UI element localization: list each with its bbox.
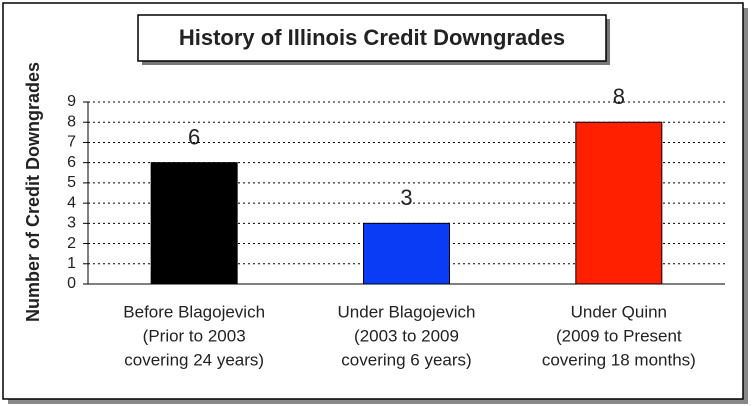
chart-title: History of Illinois Credit Downgrades [179,25,565,50]
y-tick-label: 0 [67,275,76,292]
data-label: 3 [400,185,412,210]
y-tick-label: 4 [67,194,76,211]
x-tick-label: Before Blagojevich [123,302,265,321]
y-tick-label: 6 [67,154,76,171]
y-tick-label: 9 [67,93,76,110]
y-tick-label: 1 [67,255,76,272]
y-axis-label: Number of Credit Downgrades [23,62,43,322]
bar [363,222,450,285]
data-label: 6 [188,124,200,149]
x-tick-label: (2009 to Present [556,326,682,345]
x-tick-label: covering 6 years) [341,350,471,369]
y-tick-label: 8 [67,113,76,130]
x-tick-label: covering 24 years) [124,350,264,369]
y-tick-label: 5 [67,174,76,191]
x-tick-label: Under Blagojevich [338,302,476,321]
x-tick-label: (Prior to 2003 [143,326,246,345]
y-tick-label: 2 [67,235,76,252]
y-tick-label: 3 [67,215,76,232]
y-tick-label: 7 [67,134,76,151]
bar [575,121,663,285]
bar [150,162,238,285]
x-tick-label: (2003 to 2009 [354,326,459,345]
data-label: 8 [613,84,625,109]
x-tick-label: covering 18 months) [542,350,696,369]
x-tick-label: Under Quinn [571,302,667,321]
title-box [137,14,607,62]
